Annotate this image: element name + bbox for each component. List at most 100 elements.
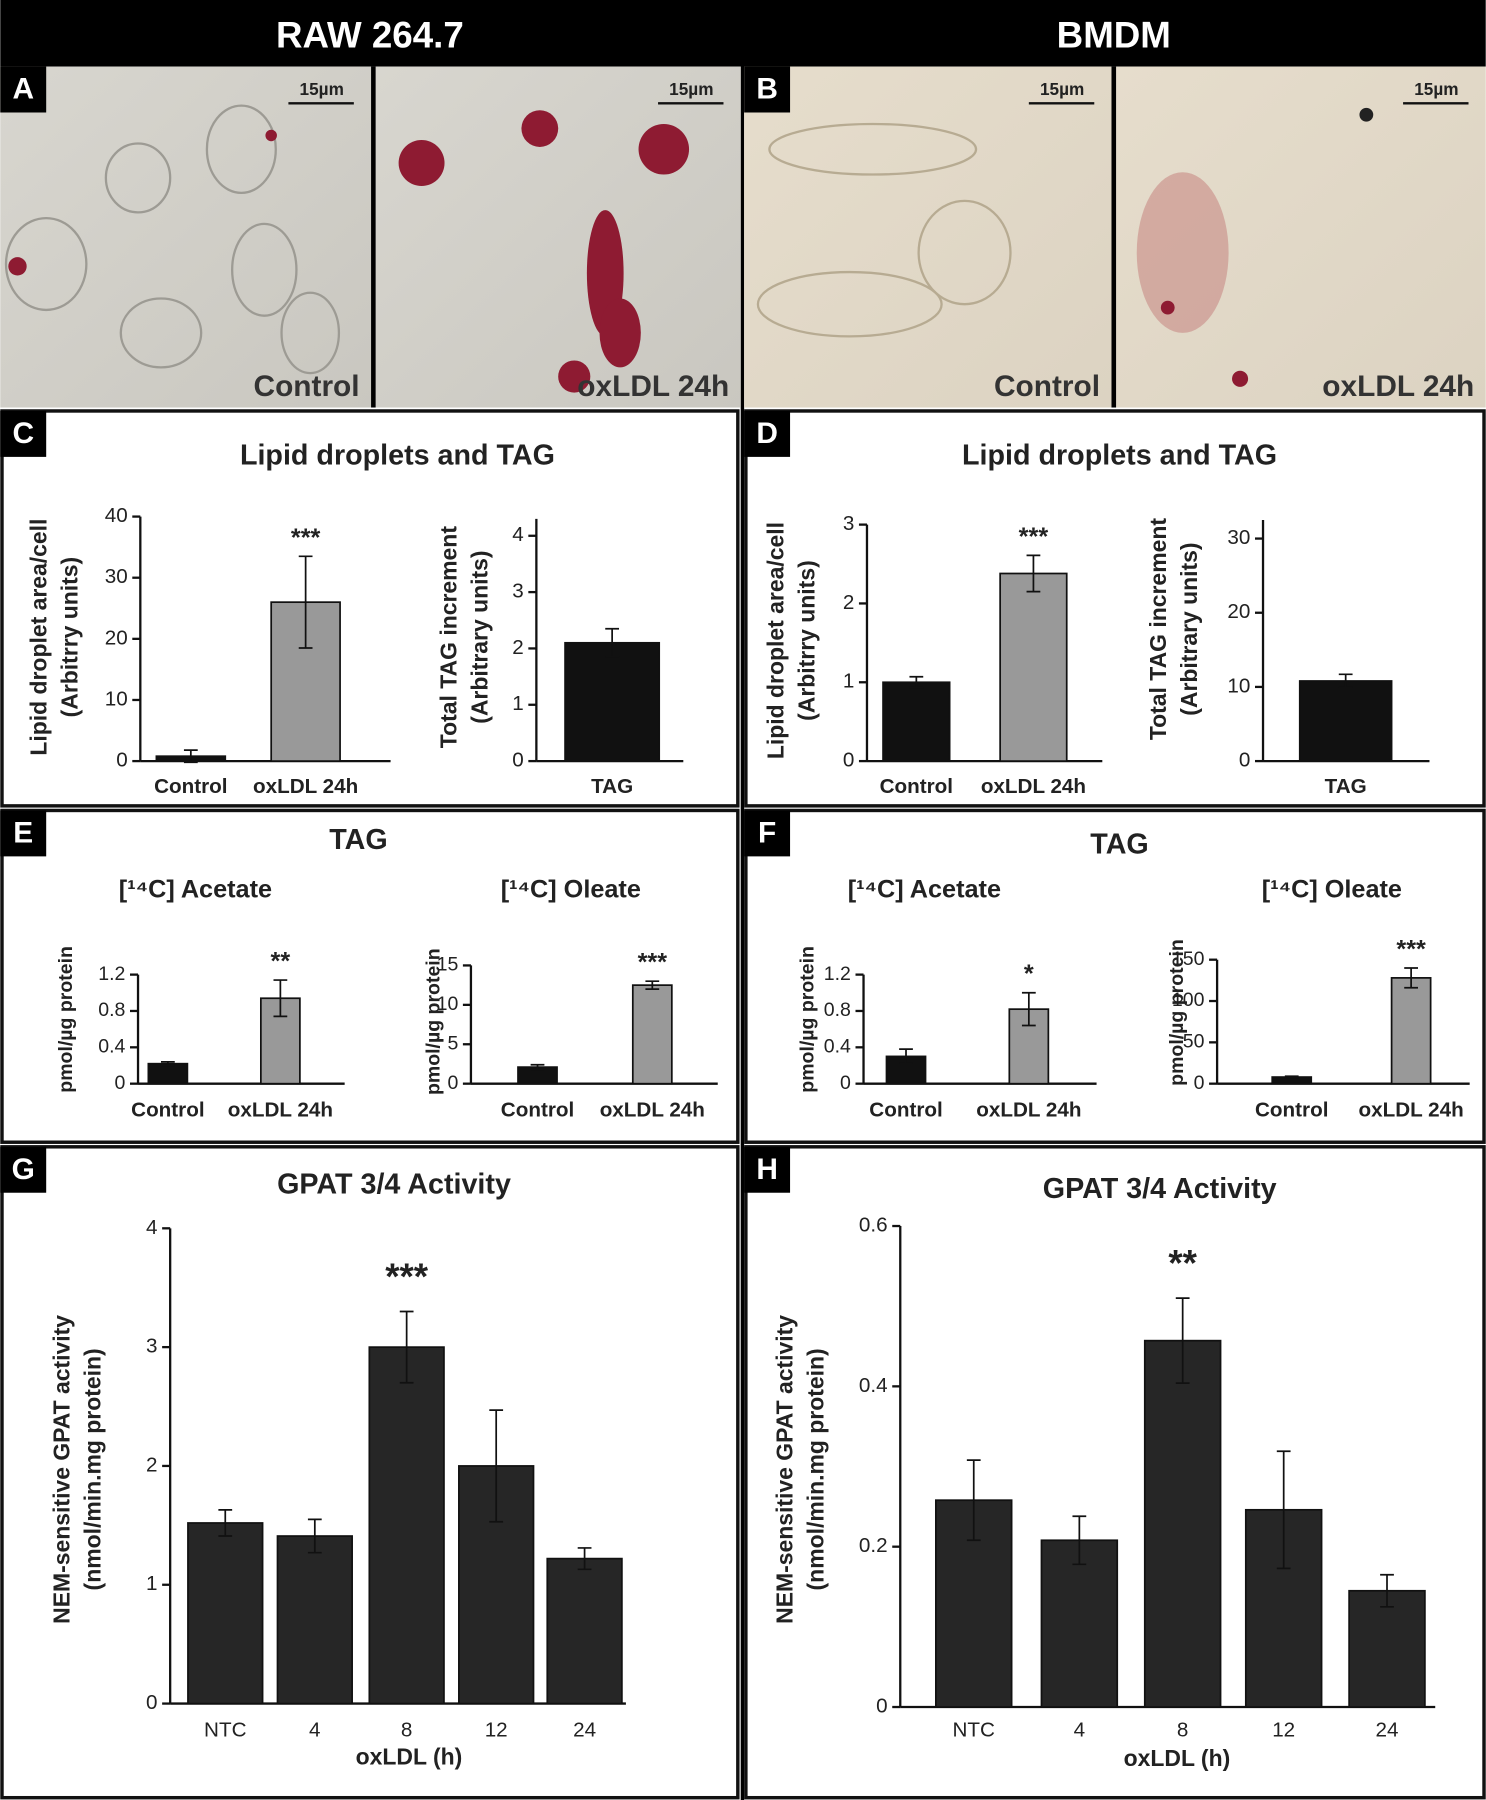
significance: ** — [1168, 1243, 1197, 1284]
chart-title: [¹⁴C] Oleate — [1262, 875, 1402, 903]
x-tick-label: 8 — [401, 1719, 413, 1742]
error-bar — [1404, 967, 1419, 989]
bar — [882, 681, 951, 762]
error-bar — [183, 749, 198, 764]
y-axis-label: NEM-sensitive GPAT activity — [772, 1315, 798, 1624]
letter-box — [0, 66, 47, 113]
y-tick-label: 0 — [840, 1072, 851, 1094]
error-bar — [530, 1063, 545, 1071]
panel-letter: C — [12, 417, 34, 450]
error-bar — [909, 675, 924, 689]
significance: *** — [385, 1256, 429, 1297]
significance: * — [1024, 960, 1034, 988]
significance: ** — [271, 948, 291, 976]
x-tick-label: oxLDL 24h — [1359, 1099, 1464, 1122]
bar — [187, 1522, 264, 1705]
y-tick-label: 10 — [105, 687, 128, 710]
letter-box — [744, 66, 791, 113]
y-axis-label: (nmol/min.mg protein) — [79, 1348, 105, 1590]
letter-box — [744, 810, 791, 857]
panel-title: TAG — [329, 824, 387, 856]
panel-letter: H — [756, 1153, 778, 1186]
error-bar — [307, 1518, 322, 1554]
error-bar — [966, 1459, 981, 1542]
x-tick-label: Control — [501, 1099, 574, 1122]
y-tick-label: 100 — [1172, 989, 1205, 1011]
y-tick-label: 0 — [843, 749, 855, 772]
y-tick-label: 0 — [512, 749, 524, 772]
divider — [740, 0, 745, 1800]
error-bar — [489, 1409, 504, 1523]
y-tick-label: 40 — [105, 504, 128, 527]
chart: [¹⁴C] Acetate 0 0.4 0.8 1.2 pmol/µg protein Co… — [55, 875, 345, 1122]
separator — [1111, 66, 1117, 408]
panel-letter: D — [756, 417, 778, 450]
y-tick-label: 0 — [447, 1072, 458, 1094]
error-bar — [273, 979, 288, 1018]
x-tick-label: Control — [880, 775, 953, 798]
x-tick-label: Control — [154, 775, 227, 798]
error-bar — [577, 1547, 592, 1571]
scale-label: 15µm — [300, 79, 344, 99]
panel-letter: E — [13, 816, 33, 849]
y-tick-label: 15 — [437, 954, 459, 976]
y-axis-label: Total TAG increment — [435, 526, 461, 749]
y-tick-label: 2 — [843, 591, 855, 614]
y-tick-label: 1.2 — [98, 963, 125, 985]
error-bar — [645, 980, 660, 990]
y-tick-label: 1 — [146, 1572, 158, 1595]
scale-label: 15µm — [669, 79, 713, 99]
scale-label: 15µm — [1040, 79, 1084, 99]
x-tick-label: 12 — [485, 1719, 508, 1742]
x-tick-label: Control — [131, 1099, 204, 1122]
letter-box — [0, 410, 47, 457]
error-bar — [1338, 673, 1353, 689]
y-tick-label: 0.2 — [859, 1534, 888, 1557]
column-header: BMDM — [1057, 15, 1171, 56]
error-bar — [298, 555, 313, 649]
error-bar — [1072, 1515, 1087, 1566]
panel-title: Lipid droplets and TAG — [240, 439, 555, 471]
micrograph — [375, 66, 741, 408]
y-tick-label: 30 — [105, 565, 128, 588]
y-tick-label: 10 — [437, 993, 459, 1015]
y-axis-label: pmol/µg protein — [422, 948, 444, 1095]
chart-title: [¹⁴C] Acetate — [119, 875, 272, 903]
y-axis-label: Lipid droplet area/cell — [763, 522, 789, 759]
x-axis-label: oxLDL (h) — [356, 1744, 463, 1770]
y-axis-label: (Arbitrary units) — [466, 550, 492, 723]
x-tick-label: oxLDL 24h — [981, 775, 1086, 798]
separator — [371, 66, 376, 408]
lipid-droplets — [8, 107, 1374, 393]
y-tick-label: 30 — [1227, 526, 1250, 549]
x-tick-label: 24 — [1376, 1719, 1399, 1742]
bar — [631, 984, 673, 1085]
y-tick-label: 4 — [512, 523, 524, 546]
y-tick-label: 0 — [115, 1072, 126, 1094]
y-axis-label: (nmol/min.mg protein) — [803, 1348, 829, 1590]
significance: *** — [638, 949, 668, 977]
y-axis-label: (Arbitrry units) — [793, 560, 819, 721]
condition-label: Control — [994, 370, 1100, 403]
error-bar — [218, 1509, 233, 1537]
bar — [147, 1062, 189, 1085]
error-bar — [399, 1310, 414, 1384]
letter-box — [0, 1146, 47, 1193]
y-tick-label: 20 — [1227, 600, 1250, 623]
y-tick-label: 0 — [1194, 1072, 1205, 1094]
bar — [259, 997, 301, 1085]
x-tick-label: NTC — [953, 1719, 996, 1742]
x-tick-label: oxLDL 24h — [253, 775, 358, 798]
x-tick-label: Control — [1255, 1099, 1328, 1122]
y-tick-label: 0 — [876, 1694, 888, 1717]
y-axis-label: (Arbitrary units) — [1176, 542, 1202, 715]
y-tick-label: 0 — [1239, 749, 1251, 772]
x-tick-label: oxLDL 24h — [228, 1099, 333, 1122]
chart-title: [¹⁴C] Acetate — [848, 875, 1001, 903]
chart-title: [¹⁴C] Oleate — [501, 875, 641, 903]
error-bar — [1026, 554, 1041, 593]
panel-title: Lipid droplets and TAG — [962, 439, 1277, 471]
